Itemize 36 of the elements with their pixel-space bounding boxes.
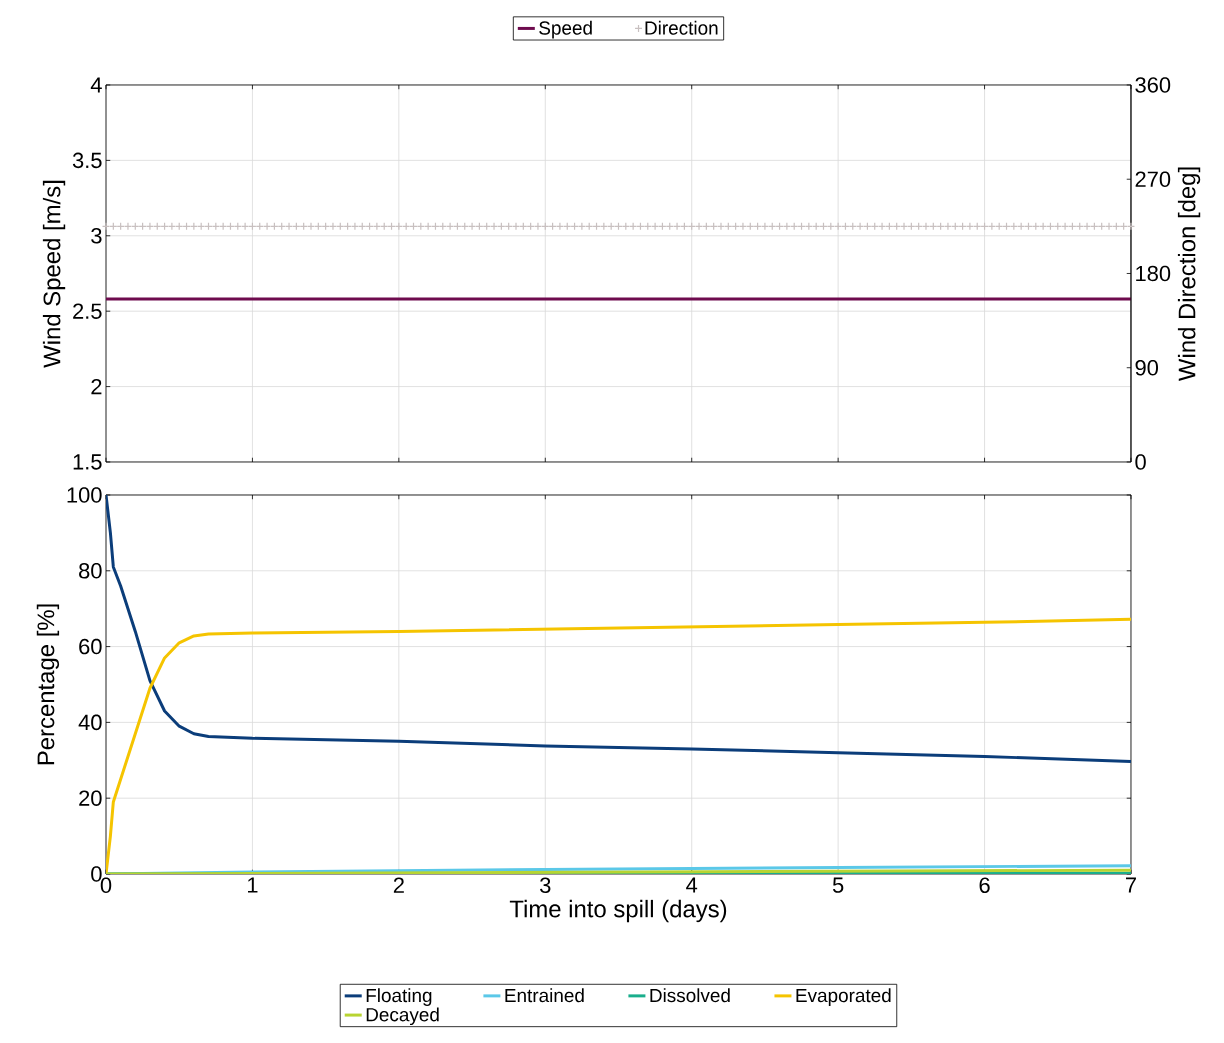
y2-tick-label: 90 [1135,359,1159,376]
y-tick-label: 40 [78,714,102,731]
x-axis-title: Time into spill (days) [509,899,727,923]
y-tick-label: 0 [91,866,102,882]
y-axis-title: Wind Speed [m/s] [42,180,66,368]
y-tick-label: 2.5 [73,303,102,319]
line-series [106,494,1131,763]
y-tick-label: 20 [79,790,102,806]
y-tick-label: 3.5 [72,152,102,169]
legend-label: Dissolved [650,988,730,1003]
y2-tick-label: 270 [1135,171,1171,187]
x-tick-label: 6 [979,877,990,894]
y-tick-label: 80 [79,563,102,579]
y-tick-label: 60 [79,638,102,655]
legend-label: Speed [539,20,592,39]
y-tick-label: 2 [91,378,102,395]
y2-tick-label: 360 [1135,77,1171,93]
y2-tick-label: 180 [1136,265,1171,282]
x-tick-label: 5 [832,877,844,893]
y-tick-label: 4 [90,77,102,93]
x-tick-label: 7 [1126,877,1136,893]
y-tick-label: 100 [67,487,102,503]
x-tick-label: 2 [393,877,404,893]
x-tick-label: 4 [686,877,698,893]
x-tick-label: 1 [248,877,258,893]
legend-label: Evaporated [796,988,891,1006]
legend-label: Decayed [366,1007,439,1026]
y2-tick-label: 0 [1135,454,1146,470]
legend-label: Floating [366,988,432,1006]
legend-label: Direction [645,20,718,35]
y-tick-label: 1.5 [73,454,102,470]
y2-axis-title: Wind Direction [deg] [1177,167,1201,382]
y-tick-label: 3 [91,228,102,244]
legend-label: Entrained [505,988,584,1003]
y-axis-title: Percentage [%] [36,604,60,765]
x-tick-label: 3 [540,877,551,894]
